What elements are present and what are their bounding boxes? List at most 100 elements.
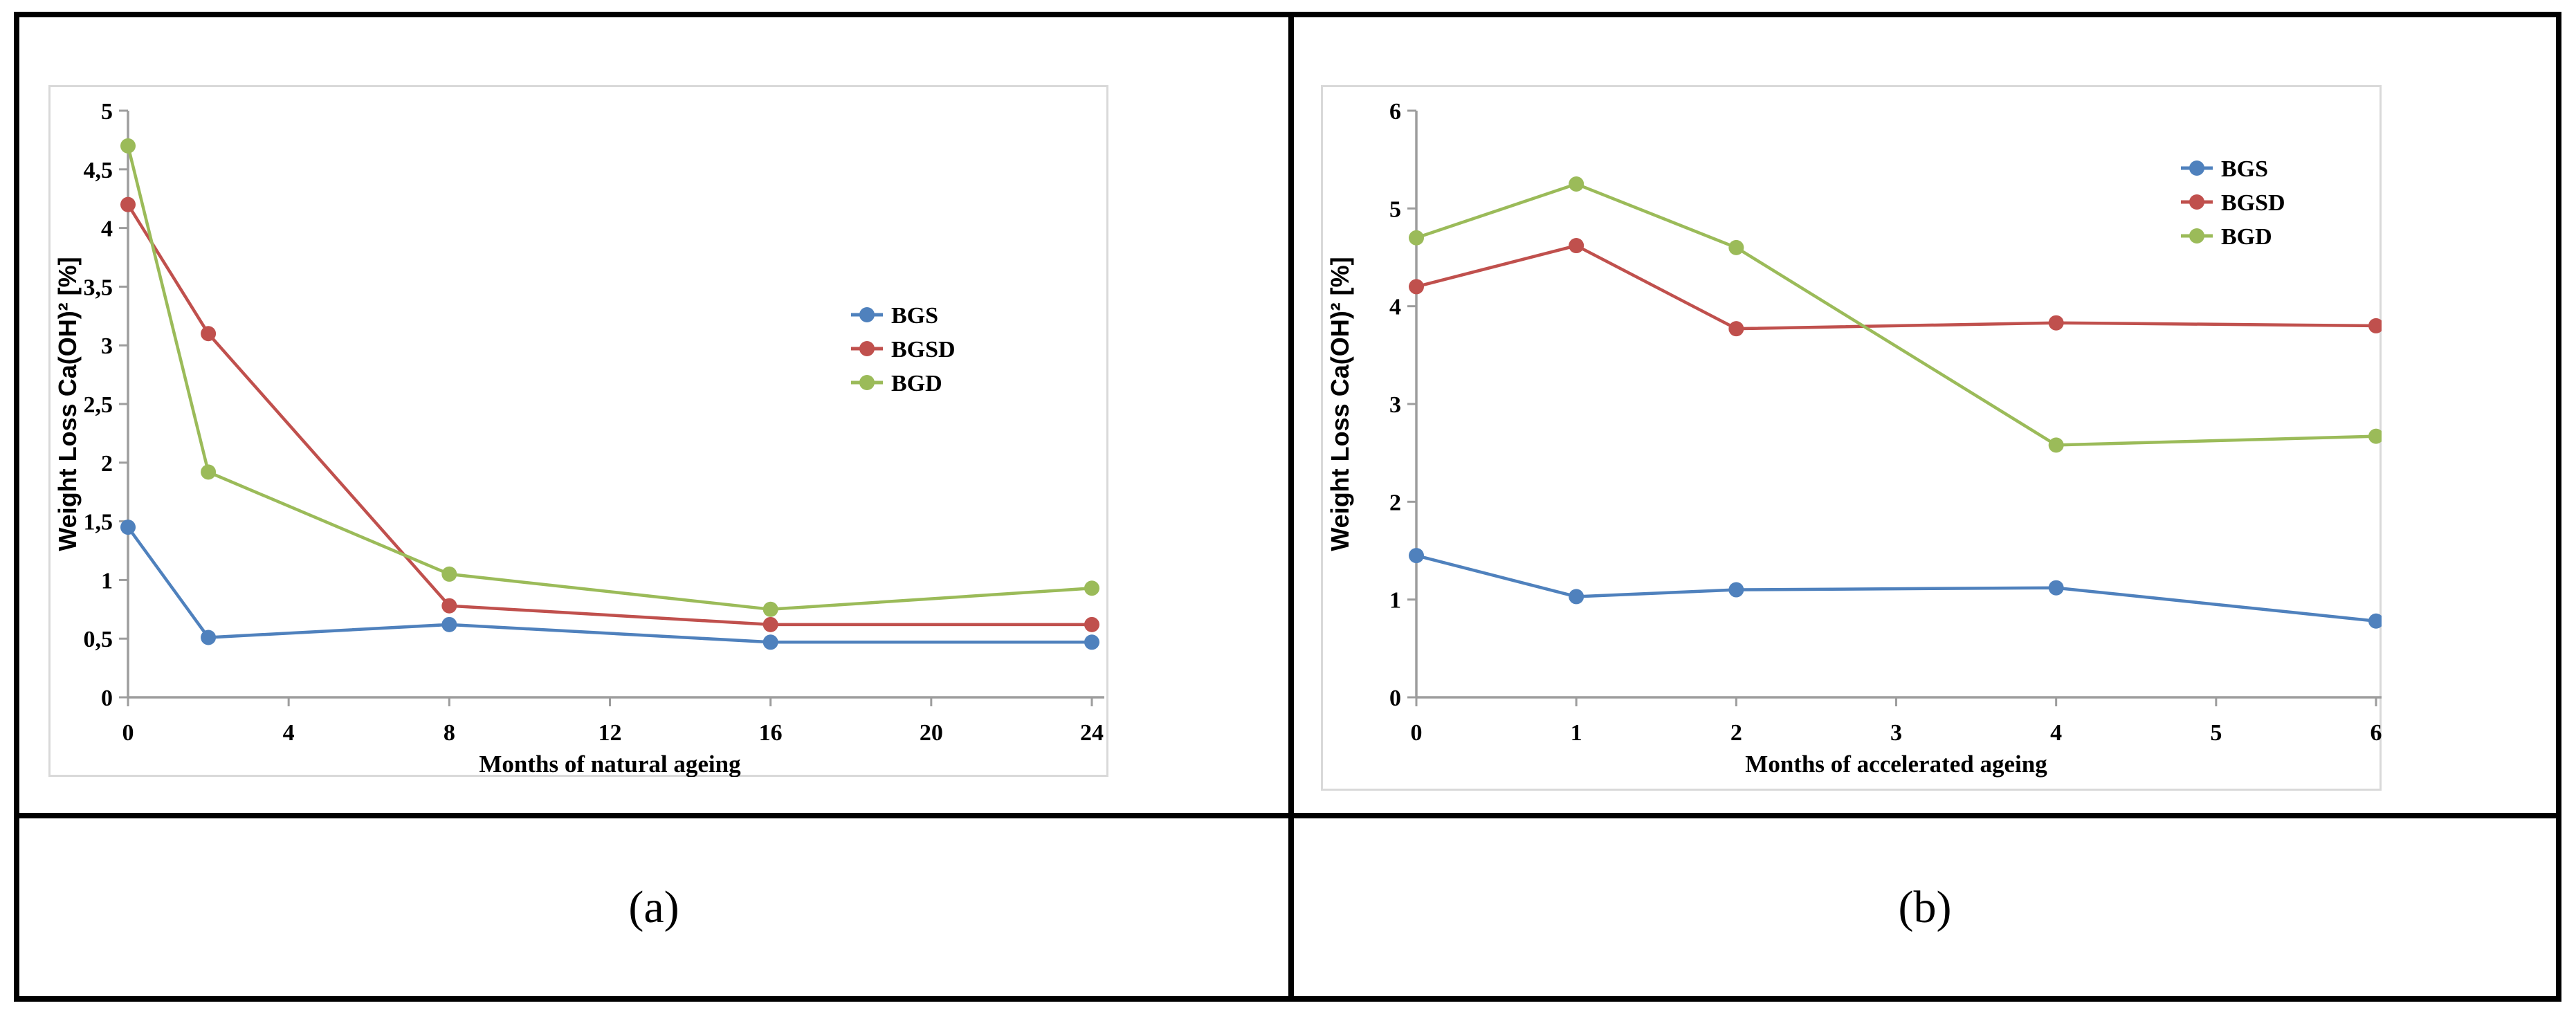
chart-b-point-bgd-m2: [1728, 239, 1744, 255]
chart-a-x-tick-label: 16: [759, 720, 783, 746]
chart-b-legend-item-bgsd: BGSD: [2181, 190, 2285, 216]
chart-a-point-bgd-m8: [441, 566, 457, 582]
chart-a-point-bgsd-m8: [441, 598, 457, 614]
chart-a-series-line-bgsd: [127, 203, 1092, 627]
chart-a-y-tick-label: 4,5: [84, 158, 113, 183]
chart-b-point-bgs-m0: [1409, 548, 1424, 564]
chart-b-point-bgd-m4: [2048, 437, 2064, 453]
chart-a-y-tick-label: 0: [101, 686, 113, 711]
chart-b-series-line-bgs: [1416, 553, 2377, 623]
chart-b-point-bgs-m4: [2048, 580, 2064, 596]
legend-dot-marker-icon: [859, 307, 875, 322]
chart-b-y-tick-label: 6: [1389, 99, 1401, 125]
chart-b-point-bgsd-m4: [2048, 315, 2064, 331]
legend-label: BGD: [891, 371, 942, 396]
chart-b-x-tick-label: 4: [2050, 720, 2062, 746]
chart-a-y-tick-label: 0,5: [84, 627, 113, 652]
caption-b: (b): [1898, 881, 1952, 933]
chart-a-point-bgd-m0: [120, 138, 136, 154]
chart-b-point-bgsd-m2: [1728, 321, 1744, 337]
chart-b-y-axis-title: Weight Loss Ca(OH)² [%]: [1326, 257, 1354, 551]
chart-cell-a: 0 0,5 1 1,5 2 2,5 3 3,5 4 4,5 5 0 4 8 12 16 20 24 Months o…: [19, 17, 1288, 813]
legend-label: BGS: [891, 303, 938, 329]
chart-cell-b: 0 1 2 3 4 5 6 0 1 2 3 4 5 6 Months of accelerated agei…: [1294, 17, 2556, 813]
chart-a-x-tick-label: 24: [1080, 720, 1104, 746]
chart-a-y-tick-label: 4: [101, 217, 113, 242]
legend-label: BGSD: [2221, 190, 2285, 216]
chart-a-point-bgsd-m0: [120, 196, 136, 212]
chart-b-y-tick-label: 0: [1389, 686, 1401, 711]
chart-a-x-tick-label: 8: [444, 720, 455, 746]
legend-dot-marker-icon: [2189, 228, 2204, 244]
legend-dot-marker-icon: [859, 341, 875, 356]
chart-a-x-tick-label: 4: [283, 720, 295, 746]
chart-a-point-bgd-m16: [762, 601, 778, 617]
chart-b-series-line-bgsd: [1416, 244, 2377, 331]
chart-a-series-line-bgd: [126, 145, 1093, 612]
chart-b-y-tick-label: 1: [1389, 588, 1401, 614]
chart-a-point-bgs-m0: [120, 520, 136, 535]
chart-a-point-bgd-m2: [201, 464, 217, 480]
legend-dot-marker-icon: [859, 375, 875, 390]
chart-b-x-axis-title: Months of accelerated ageing: [1745, 751, 2047, 778]
chart-b-point-bgsd-m6: [2368, 318, 2384, 333]
legend-dot-marker-icon: [2189, 194, 2204, 210]
chart-a-y-tick-label: 3: [101, 333, 113, 359]
chart-a-point-bgs-m2: [201, 630, 217, 645]
chart-a-legend-item-bgsd: BGSD: [851, 337, 956, 362]
chart-a-point-bgs-m8: [441, 616, 457, 632]
chart-a-point-bgd-m24: [1084, 580, 1099, 596]
chart-a-point-bgs-m16: [762, 634, 778, 650]
chart-a-y-axis-title: Weight Loss Ca(OH)² [%]: [53, 257, 82, 551]
figure-table-frame: 0 0,5 1 1,5 2 2,5 3 3,5 4 4,5 5 0 4 8 12 16 20 24 Months o…: [14, 12, 2561, 1002]
chart-b-series-line-bgd: [1416, 182, 2377, 447]
chart-a-legend-item-bgd: BGD: [851, 371, 942, 396]
caption-cell-b: (b): [1294, 818, 2556, 996]
legend-dot-marker-icon: [2189, 160, 2204, 176]
chart-a-y-tick-label: 3,5: [84, 275, 113, 300]
chart-a-y-tick-label: 5: [101, 99, 113, 125]
chart-a-y-tick-label: 1: [101, 568, 113, 594]
chart-a-x-axis-title: Months of natural ageing: [479, 751, 741, 777]
chart-b-y-tick-label: 4: [1389, 295, 1401, 320]
chart-a-plot-border: [48, 85, 1108, 777]
chart-a-point-bgsd-m16: [762, 616, 778, 632]
chart-a-legend-item-bgs: BGS: [851, 303, 938, 329]
chart-a-x-tick-label: 20: [920, 720, 943, 746]
chart-b-svg: 0 1 2 3 4 5 6 0 1 2 3 4 5 6 Months of accelerated agei…: [1321, 85, 2384, 791]
chart-b-y-tick-label: 2: [1389, 490, 1401, 515]
legend-label: BGS: [2221, 156, 2268, 182]
chart-b-point-bgs-m1: [1569, 589, 1584, 605]
caption-cell-a: (a): [19, 818, 1288, 996]
chart-b-x-tick-label: 3: [1890, 720, 1902, 746]
column-divider: [1288, 17, 1294, 996]
chart-a-x-tick-label: 12: [599, 720, 622, 746]
chart-b-point-bgs-m2: [1728, 582, 1744, 598]
caption-a: (a): [628, 881, 679, 933]
chart-b-x-tick-label: 1: [1571, 720, 1582, 746]
chart-b-point-bgsd-m0: [1409, 279, 1424, 295]
chart-b-legend-item-bgd: BGD: [2181, 224, 2272, 250]
chart-a-panel: 0 0,5 1 1,5 2 2,5 3 3,5 4 4,5 5 0 4 8 12 16 20 24 Months o…: [48, 85, 1108, 778]
chart-b-x-tick-label: 5: [2210, 720, 2222, 746]
chart-b-point-bgs-m6: [2368, 613, 2384, 629]
chart-b-point-bgd-m6: [2368, 428, 2384, 444]
chart-b-x-tick-label: 0: [1411, 720, 1423, 746]
chart-b-y-tick-label: 3: [1389, 392, 1401, 418]
chart-b-x-tick-label: 2: [1730, 720, 1742, 746]
chart-b-legend-item-bgs: BGS: [2181, 156, 2268, 182]
legend-label: BGSD: [891, 337, 956, 362]
chart-a-point-bgsd-m2: [201, 326, 217, 342]
chart-b-y-tick-label: 5: [1389, 196, 1401, 222]
chart-b-x-tick-label: 6: [2371, 720, 2382, 746]
chart-b-panel: 0 1 2 3 4 5 6 0 1 2 3 4 5 6 Months of accelerated agei…: [1321, 85, 2384, 791]
row-divider: [19, 813, 2556, 818]
chart-a-point-bgs-m24: [1084, 634, 1099, 650]
chart-a-y-tick-label: 1,5: [84, 510, 113, 535]
chart-a-y-tick-label: 2,5: [84, 392, 113, 418]
chart-a-svg: 0 0,5 1 1,5 2 2,5 3 3,5 4 4,5 5 0 4 8 12 16 20 24 Months o…: [48, 85, 1108, 778]
chart-b-point-bgd-m0: [1409, 230, 1424, 246]
chart-a-point-bgsd-m24: [1084, 616, 1099, 632]
legend-label: BGD: [2221, 224, 2272, 250]
